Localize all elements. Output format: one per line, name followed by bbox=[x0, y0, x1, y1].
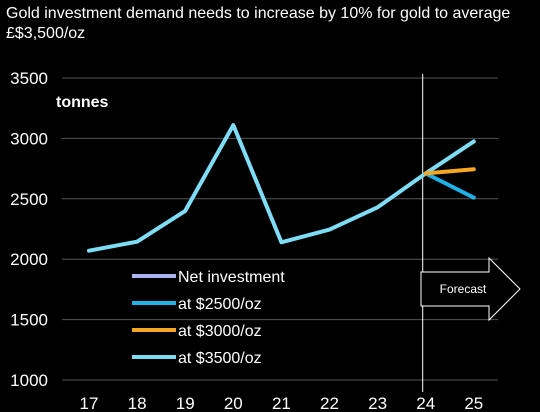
y-tick-label: 1500 bbox=[10, 311, 48, 330]
chart-title-line-2: £$3,500/oz bbox=[6, 25, 85, 42]
x-tick-label: 25 bbox=[464, 394, 483, 412]
legend-label: at $3500/oz bbox=[178, 350, 262, 367]
grid bbox=[62, 77, 498, 381]
x-tick-label: 22 bbox=[320, 394, 339, 412]
legend-label: at $2500/oz bbox=[178, 296, 262, 313]
x-tick-label: 19 bbox=[176, 394, 195, 412]
x-tick-label: 23 bbox=[368, 394, 387, 412]
legend-label: at $3000/oz bbox=[178, 323, 262, 340]
y-axis-tick-labels: 1000 1500 2000 2500 3000 3500 bbox=[10, 69, 48, 390]
forecast-arrow: Forecast bbox=[420, 256, 521, 322]
x-tick-label: 20 bbox=[224, 394, 243, 412]
y-tick-label: 2000 bbox=[10, 250, 48, 269]
series-lines bbox=[87, 123, 476, 253]
chart-title-line-1: Gold investment demand needs to increase… bbox=[6, 5, 510, 22]
x-tick-label: 21 bbox=[272, 394, 291, 412]
series-line-1 bbox=[423, 171, 476, 200]
y-tick-label: 3500 bbox=[10, 69, 48, 88]
x-axis-tick-labels: 17 18 19 20 21 22 23 24 25 bbox=[80, 394, 484, 412]
y-tick-label: 1000 bbox=[10, 371, 48, 390]
legend: Net investment at $2500/oz at $3000/oz at $… bbox=[132, 269, 285, 367]
y-tick-label: 3000 bbox=[10, 129, 48, 148]
series-line-2 bbox=[423, 167, 476, 176]
legend-label: Net investment bbox=[178, 269, 285, 286]
x-tick-label: 17 bbox=[80, 394, 99, 412]
forecast-label: Forecast bbox=[440, 282, 487, 296]
x-tick-label: 18 bbox=[128, 394, 147, 412]
y-tick-label: 2500 bbox=[10, 190, 48, 209]
series-line-3 bbox=[87, 123, 476, 253]
unit-label: tonnes bbox=[56, 94, 109, 111]
x-tick-label: 24 bbox=[416, 394, 435, 412]
